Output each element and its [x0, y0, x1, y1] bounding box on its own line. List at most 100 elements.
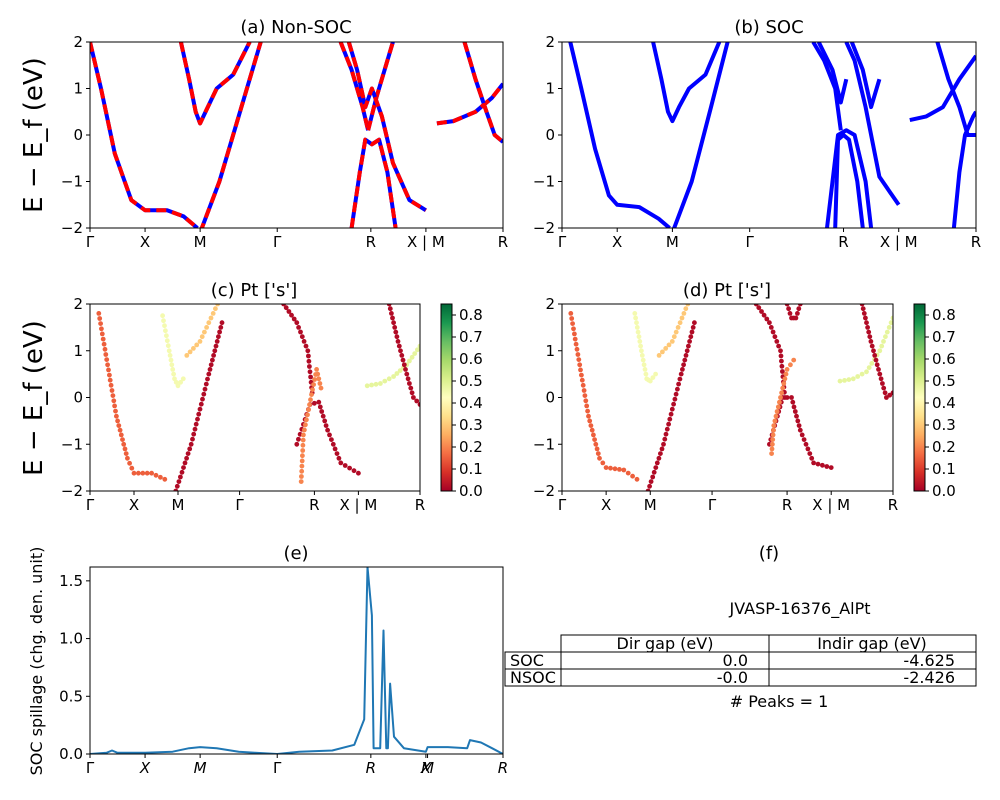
projection-point: [770, 432, 776, 438]
y-tick-label: −1: [533, 435, 555, 453]
table-row-soc-label: SOC: [510, 651, 544, 670]
projection-point: [291, 316, 297, 322]
band-line-nsoc: [90, 42, 199, 228]
x-tick-label: R: [782, 496, 792, 514]
panel-e: 0.00.51.01.5Γ X M Γ R XM R: [59, 566, 508, 777]
projection-point: [877, 371, 883, 377]
band-line-nsoc: [462, 42, 503, 144]
x-tick-label: R: [415, 496, 425, 514]
projection-point: [863, 315, 868, 321]
projection-point: [162, 323, 167, 329]
colorbar-tick-label: 0.5: [932, 372, 956, 390]
projection-point: [650, 474, 656, 480]
projection-point: [191, 431, 197, 437]
projection-point: [112, 403, 117, 409]
projection-point: [387, 306, 393, 312]
projection-point: [873, 357, 879, 363]
projection-point: [153, 472, 159, 478]
projection-point: [764, 316, 770, 322]
projection-point: [100, 336, 106, 342]
x-tick-label: X | M: [407, 233, 445, 251]
projection-point: [323, 423, 329, 428]
colorbar-tick-label: 0.0: [459, 482, 483, 500]
projection-point: [588, 423, 594, 428]
projection-point: [647, 483, 652, 489]
projection-point: [582, 393, 588, 398]
projection-point: [308, 374, 313, 380]
projection-point: [633, 315, 638, 321]
projection-point: [160, 313, 166, 319]
projection-point: [329, 437, 334, 442]
projection-point: [850, 376, 856, 382]
projection-point: [104, 357, 110, 362]
projection-point: [192, 426, 198, 432]
x-tick-label: Γ: [86, 233, 95, 251]
panel-a-frame: [89, 41, 504, 229]
projection-point: [635, 329, 641, 335]
projection-point: [167, 353, 173, 358]
y-tick-label: 1.5: [59, 572, 83, 590]
projection-point: [187, 446, 193, 452]
projection-point: [842, 378, 847, 383]
projection-point: [286, 309, 292, 314]
projection-point: [603, 465, 609, 470]
y-tick-label: −1: [61, 173, 83, 191]
projection-point: [338, 460, 344, 466]
table-row-soc-dir: 0.0: [723, 651, 748, 670]
y-tick-label: 0: [545, 389, 555, 407]
projection-point: [578, 367, 583, 373]
projection-point: [296, 436, 301, 442]
colorbar-tick-label: 0.6: [459, 350, 483, 368]
projection-point: [129, 465, 135, 471]
projection-point: [322, 418, 328, 424]
projection-point: [125, 455, 130, 461]
projection-point: [310, 387, 315, 392]
projection-point: [867, 334, 873, 340]
projection-point: [190, 436, 195, 442]
projection-point: [669, 339, 675, 344]
projection-point: [890, 390, 893, 396]
colorbar-tick-label: 0.5: [459, 372, 483, 390]
projection-point: [213, 306, 218, 312]
projection-point: [617, 467, 622, 472]
projection-point: [759, 309, 764, 314]
projection-point: [306, 353, 311, 359]
projection-point: [621, 467, 627, 473]
projection-point: [784, 395, 790, 400]
projection-point: [682, 357, 688, 363]
projection-point: [799, 432, 805, 438]
projection-point: [882, 390, 888, 396]
panel-c-frame: [89, 303, 421, 492]
spillage-line: [90, 567, 503, 754]
projection-point: [761, 312, 767, 318]
x-tick-label: M: [666, 233, 679, 251]
projection-point: [586, 413, 591, 419]
gap-table: JVASP-16376_AlPt Dir gap (eV) Indir gap …: [504, 599, 977, 711]
projection-point: [390, 315, 395, 321]
x-tick-label: X | M: [880, 233, 918, 251]
projection-point: [311, 382, 316, 387]
projection-point: [188, 441, 194, 447]
projection-point: [330, 441, 336, 447]
projection-point: [683, 306, 689, 312]
band-line-soc: [651, 42, 722, 124]
y-tick-label: 1.0: [59, 630, 83, 648]
projection-point: [194, 342, 200, 348]
projection-point: [163, 328, 168, 334]
projection-point: [283, 305, 289, 311]
projection-point: [110, 393, 116, 398]
projection-point: [771, 427, 776, 433]
projection-point: [784, 367, 790, 372]
panel-d-title: (d) Pt ['s']: [683, 280, 771, 301]
x-tick-label: Γ: [558, 233, 567, 251]
panel-d-plot-area: [568, 304, 893, 491]
y-tick-label: −1: [533, 173, 555, 191]
projection-point: [809, 455, 815, 461]
projection-point: [398, 348, 403, 354]
projection-point: [304, 417, 309, 423]
projection-point: [774, 339, 780, 344]
projection-point: [175, 383, 181, 389]
projection-point: [803, 441, 809, 447]
projection-point: [648, 479, 654, 484]
y-tick-label: 1: [73, 342, 83, 360]
